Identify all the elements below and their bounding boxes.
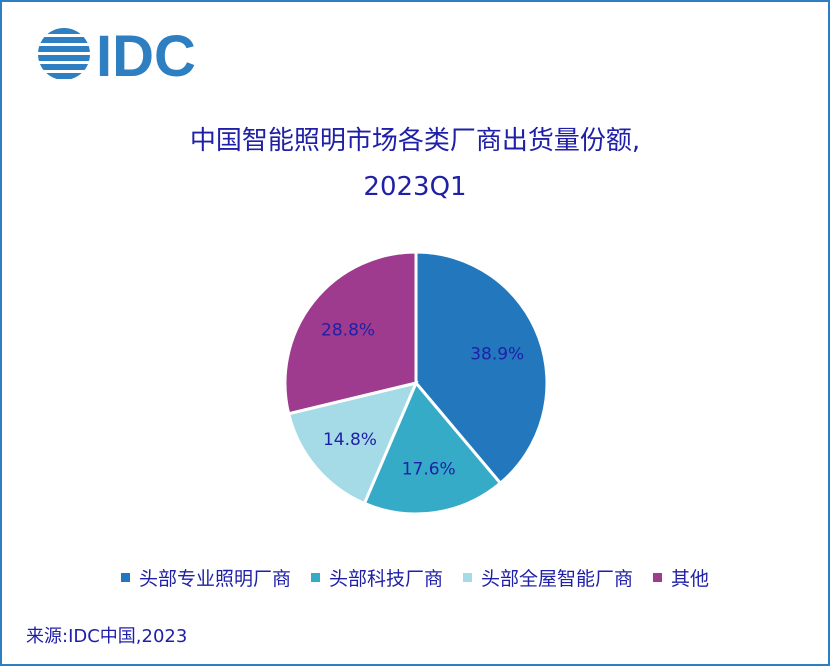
legend-swatch [310, 573, 320, 582]
pie-value-label-1: 38.9% [470, 344, 524, 364]
legend-item-4: 其他 [653, 564, 709, 591]
pie-slices [283, 250, 549, 516]
legend-swatch [653, 573, 663, 582]
pie-slice-2 [362, 380, 503, 516]
pie-value-label-4: 28.8% [321, 321, 375, 341]
legend-swatch [463, 573, 472, 582]
legend-item-2: 头部科技厂商 [310, 564, 443, 591]
legend-label: 其他 [671, 568, 710, 590]
pie-slice-3 [286, 380, 419, 506]
logo-text: IDC [96, 24, 196, 84]
idc-logo: IDC [38, 24, 196, 84]
pie-value-label-3: 14.8% [323, 430, 377, 450]
pie-slice-4 [283, 250, 418, 416]
pie-labels: 38.9% 17.6% 14.8% 28.8% [321, 321, 524, 480]
legend-label: 头部专业照明厂商 [138, 568, 291, 590]
legend: 头部专业照明厂商 头部科技厂商 头部全屋智能厂商 其他 [0, 564, 830, 591]
chart-subtitle: 2023Q1 [363, 172, 467, 202]
pie-value-label-2: 17.6% [402, 460, 456, 480]
pie-slice-1 [414, 250, 549, 486]
source-note: 来源:IDC中国,2023 [26, 626, 188, 647]
legend-label: 头部科技厂商 [328, 568, 443, 590]
legend-swatch [120, 573, 130, 582]
legend-label: 头部全屋智能厂商 [481, 568, 634, 590]
legend-item-3: 头部全屋智能厂商 [463, 564, 633, 591]
chart-title: 中国智能照明市场各类厂商出货量份额, [189, 126, 641, 156]
legend-item-1: 头部专业照明厂商 [120, 564, 291, 591]
